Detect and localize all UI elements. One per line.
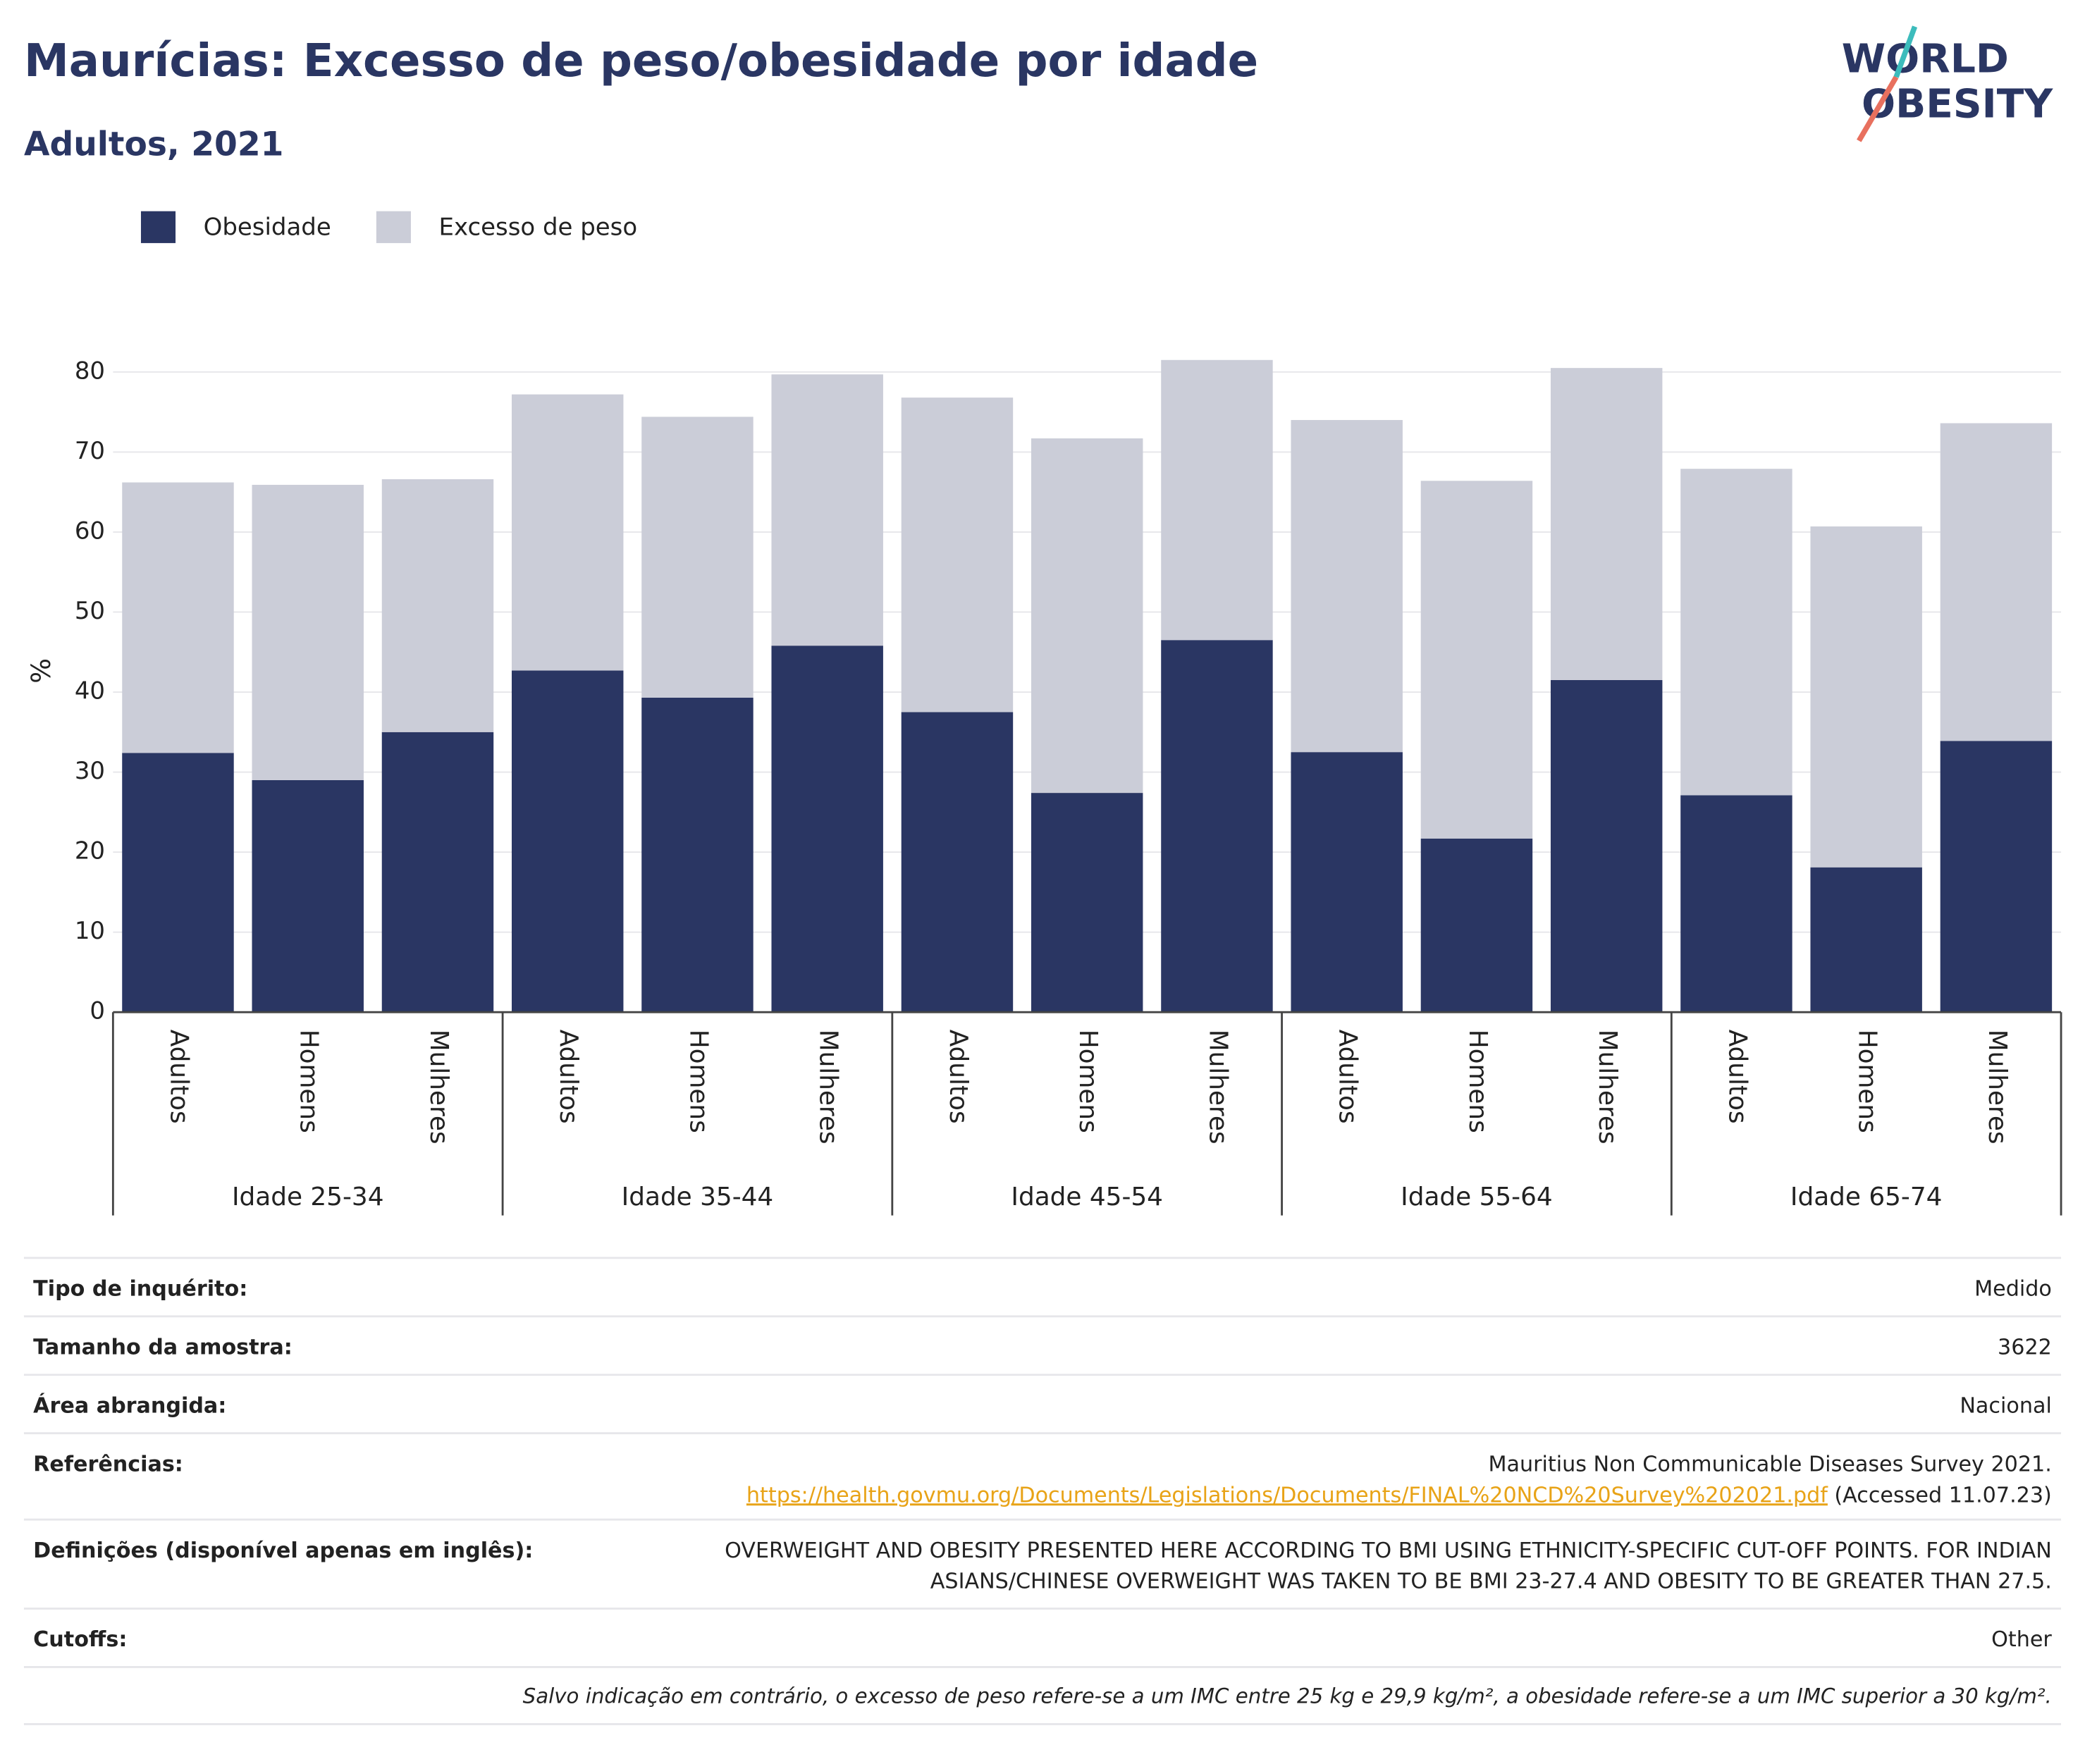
legend-label: Obesidade	[204, 214, 331, 242]
footnote: Salvo indicação em contrário, o excesso …	[523, 1684, 2052, 1708]
reference-accessed: (Accessed 11.07.23)	[1834, 1483, 2051, 1507]
logo-top: WORLD	[1842, 35, 2009, 82]
bar-segment	[901, 712, 1014, 1013]
table-label: Área abrangida:	[33, 1393, 226, 1419]
table-value: OVERWEIGHT AND OBESITY PRESENTED HERE AC…	[725, 1538, 2052, 1563]
bar-segment	[1940, 741, 2053, 1013]
reference-line: https://health.govmu.org/Documents/Legis…	[746, 1483, 2052, 1507]
table-label: Referências:	[33, 1452, 183, 1476]
bar-segment	[1550, 368, 1663, 680]
x-tick-label: Homens	[1463, 1030, 1492, 1133]
bar-segment	[1550, 679, 1663, 1013]
bar-segment	[1680, 795, 1792, 1013]
bar-segment	[252, 484, 364, 780]
bar-segment	[1810, 867, 1922, 1013]
table-value: Nacional	[1960, 1394, 2051, 1419]
y-tick-label: 60	[75, 517, 105, 545]
group-label: Idade 35-44	[622, 1183, 774, 1211]
bar-segment	[641, 417, 754, 698]
bar-segment	[252, 779, 364, 1013]
x-tick-label: Adultos	[1723, 1030, 1752, 1124]
group-label: Idade 45-54	[1011, 1183, 1163, 1211]
y-axis-label: %	[25, 658, 56, 684]
bar-segment	[1291, 752, 1403, 1013]
table-label: Tamanho da amostra:	[33, 1336, 293, 1360]
reference-link[interactable]: https://health.govmu.org/Documents/Legis…	[746, 1483, 1828, 1507]
y-tick-label: 20	[75, 837, 105, 865]
bar-segment	[381, 732, 494, 1013]
logo-slash	[1857, 75, 1899, 142]
y-tick-label: 80	[75, 357, 105, 385]
bar-segment	[641, 697, 754, 1013]
chart-title: Maurícias: Excesso de peso/obesidade por…	[24, 35, 1258, 87]
legend-swatch	[376, 211, 411, 243]
table-value: Mauritius Non Communicable Diseases Surv…	[1488, 1452, 2051, 1476]
y-tick-label: 40	[75, 677, 105, 705]
x-tick-label: Mulheres	[1203, 1030, 1232, 1145]
bar-segment	[1940, 423, 2053, 741]
table-label: Tipo de inquérito:	[33, 1277, 247, 1302]
x-tick-label: Adultos	[1334, 1030, 1363, 1124]
bar-segment	[381, 479, 494, 732]
bar-segment	[1680, 469, 1792, 796]
bar-segment	[771, 646, 883, 1013]
x-tick-label: Homens	[1853, 1030, 1882, 1133]
logo-bottom: OBESITY	[1862, 80, 2053, 127]
bar-segment	[1161, 359, 1273, 641]
chart-subtitle: Adultos, 2021	[24, 125, 283, 164]
y-tick-label: 70	[75, 437, 105, 465]
bar-segment	[511, 394, 624, 671]
bar-segment	[901, 397, 1014, 713]
table-value: Medido	[1974, 1277, 2052, 1302]
legend-label: Excesso de peso	[439, 214, 638, 242]
table-value: Other	[1991, 1627, 2052, 1652]
x-tick-label: Homens	[295, 1030, 324, 1133]
table-label: Cutoffs:	[33, 1627, 127, 1652]
table-value: ASIANS/CHINESE OVERWEIGHT WAS TAKEN TO B…	[930, 1569, 2052, 1593]
table-label: Definições (disponível apenas em inglês)…	[33, 1538, 533, 1563]
x-tick-label: Mulheres	[1983, 1030, 2012, 1145]
x-tick-label: Mulheres	[424, 1030, 453, 1145]
x-tick-label: Adultos	[554, 1030, 583, 1124]
bar-segment	[1161, 640, 1273, 1013]
x-tick-label: Homens	[1074, 1030, 1102, 1133]
bar-segment	[1031, 793, 1143, 1013]
bar-segment	[1291, 419, 1403, 753]
y-tick-label: 10	[75, 917, 105, 945]
bar-segment	[1420, 481, 1533, 839]
group-label: Idade 25-34	[232, 1183, 384, 1211]
bar-segment	[1810, 526, 1922, 868]
y-tick-label: 0	[90, 997, 105, 1025]
bar-segment	[1420, 838, 1533, 1013]
bar-segment	[1031, 438, 1143, 794]
x-tick-label: Homens	[684, 1030, 713, 1133]
x-tick-label: Mulheres	[814, 1030, 843, 1145]
table-value: 3622	[1998, 1336, 2052, 1360]
logo-slash	[1893, 25, 1918, 78]
y-tick-label: 50	[75, 597, 105, 625]
bar-segment	[122, 482, 234, 753]
x-tick-label: Adultos	[944, 1030, 973, 1124]
bar-segment	[771, 374, 883, 646]
x-tick-label: Mulheres	[1593, 1030, 1622, 1145]
bar-segment	[122, 753, 234, 1013]
legend-swatch	[140, 211, 176, 243]
bar-segment	[511, 670, 624, 1013]
group-label: Idade 65-74	[1790, 1183, 1943, 1211]
y-tick-label: 30	[75, 757, 105, 785]
x-tick-label: Adultos	[164, 1030, 193, 1124]
group-label: Idade 55-64	[1401, 1183, 1553, 1211]
